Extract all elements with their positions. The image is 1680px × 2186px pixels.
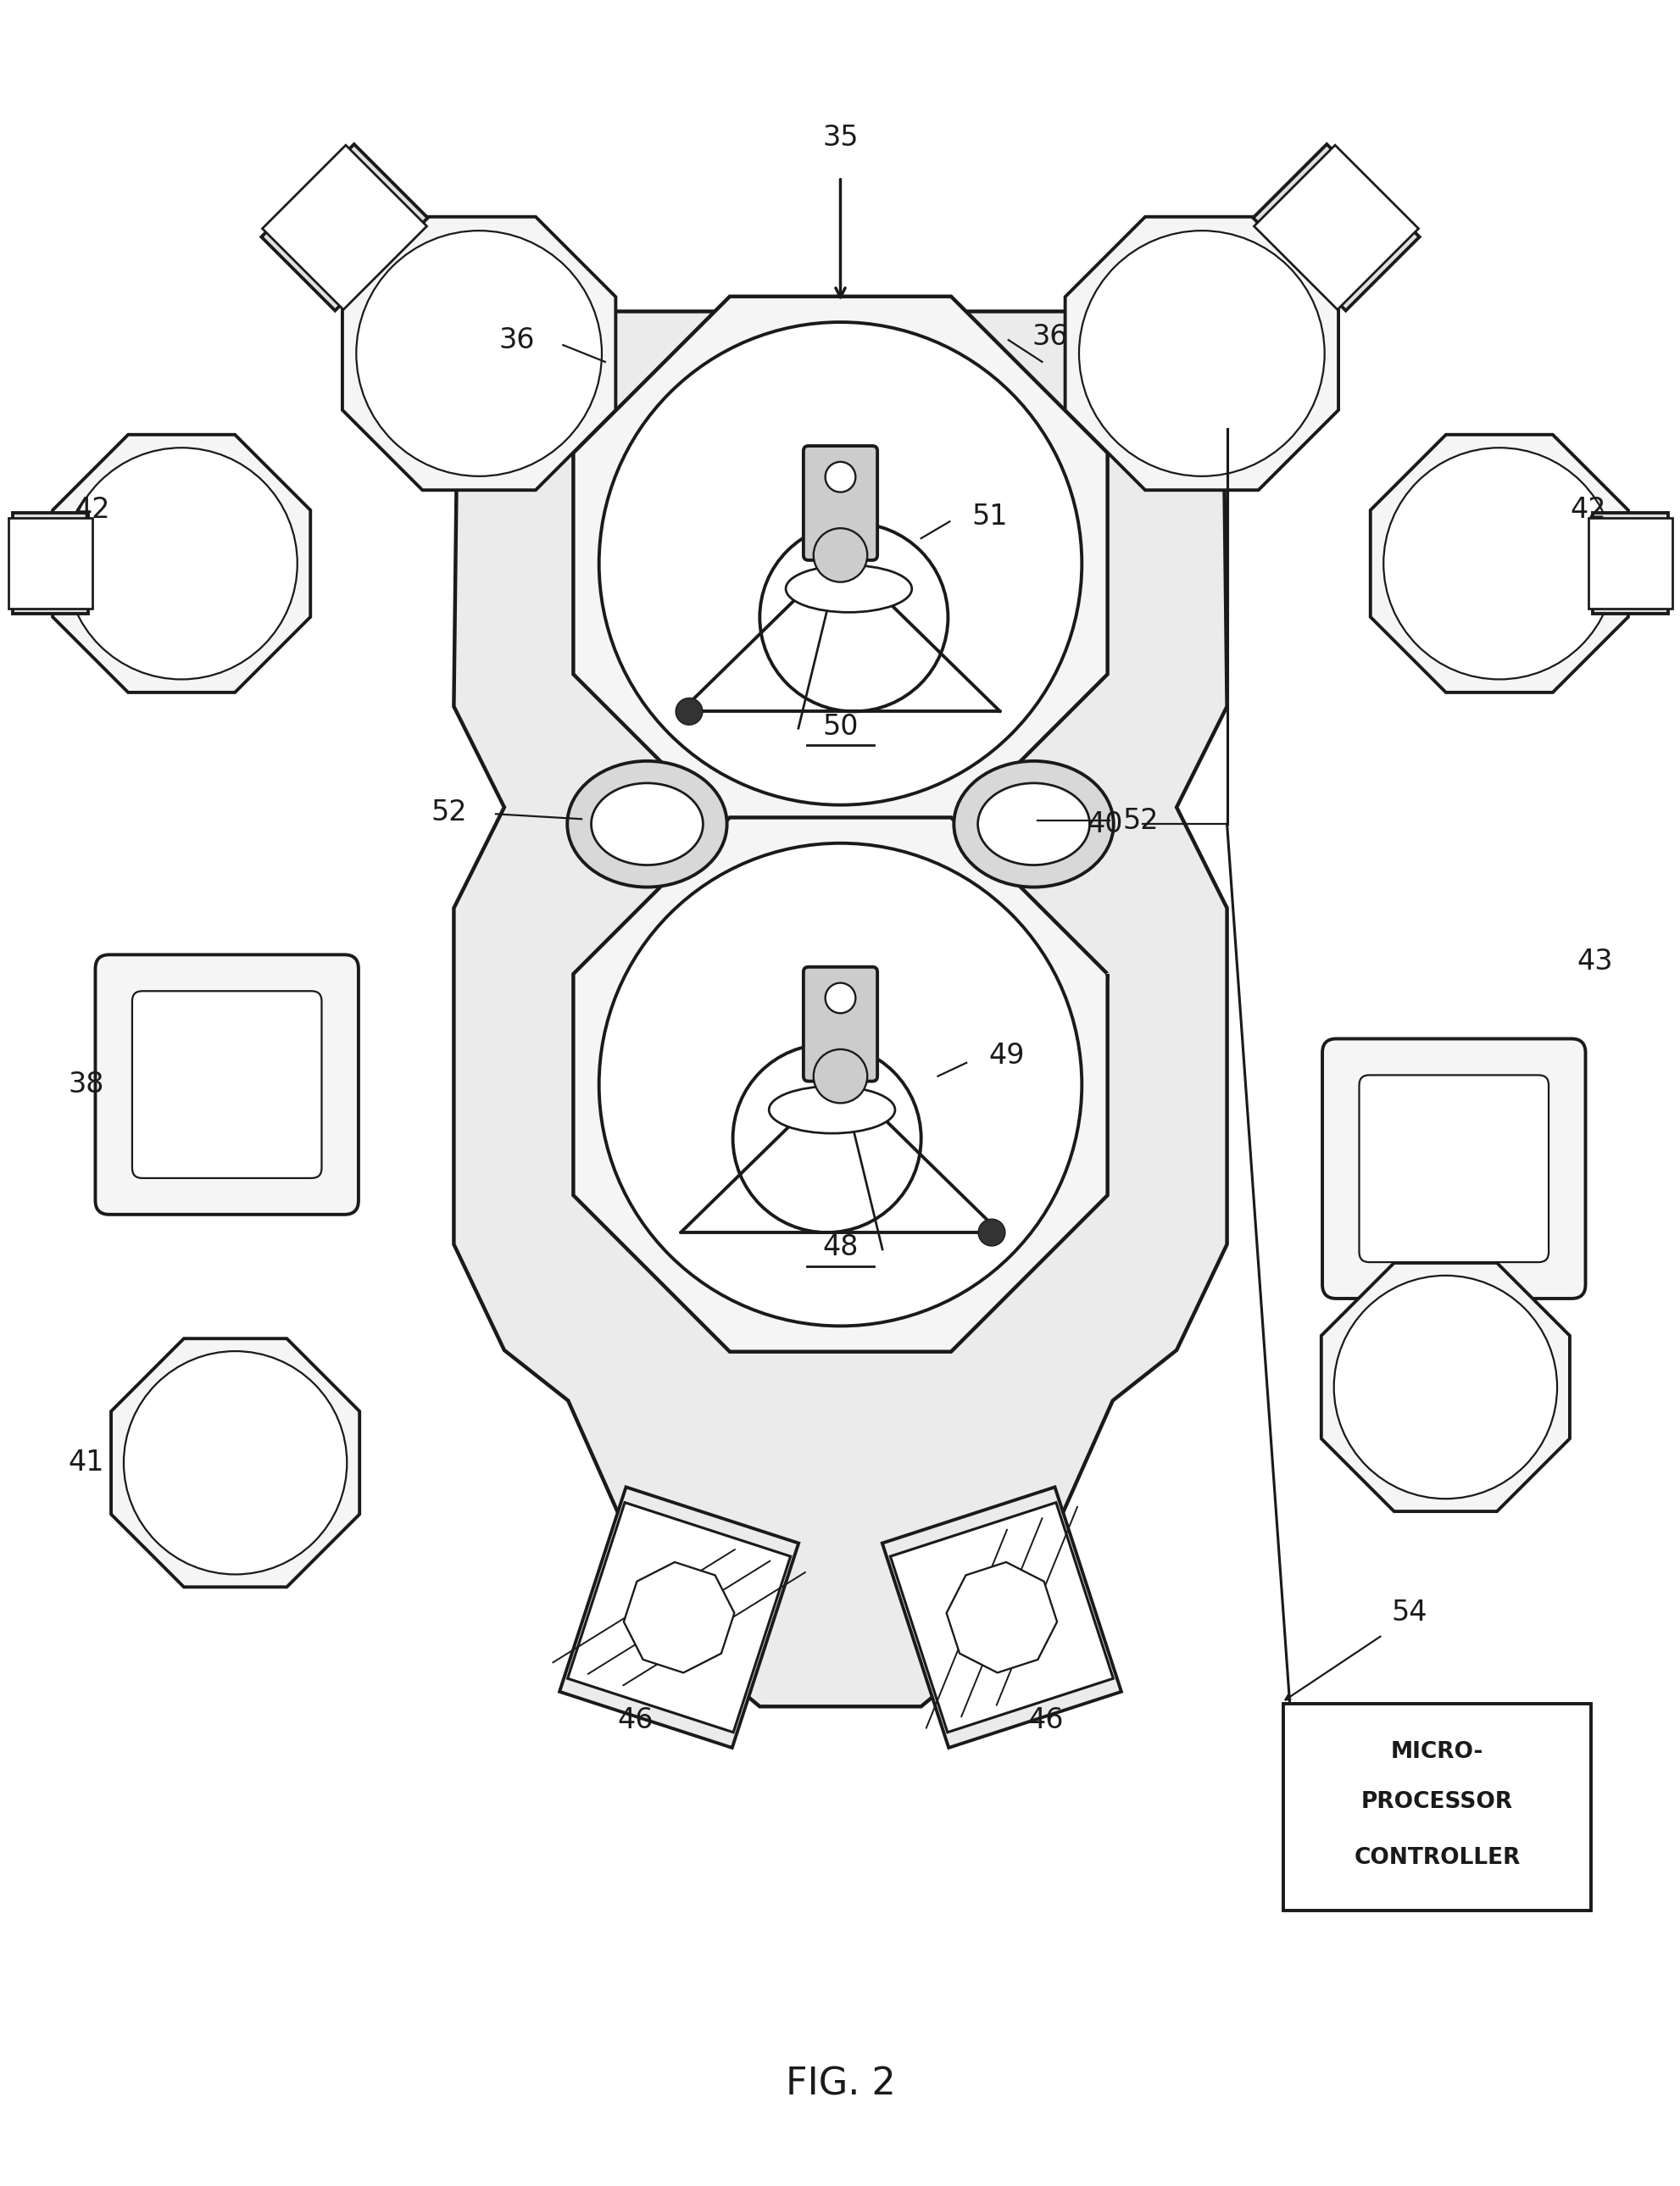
Circle shape [1334,1277,1556,1500]
Text: CONTROLLER: CONTROLLER [1352,1847,1520,1869]
Ellipse shape [978,783,1089,866]
Circle shape [825,461,855,492]
Text: 42: 42 [1569,496,1606,525]
Circle shape [732,1045,921,1233]
Text: 42: 42 [74,496,111,525]
Polygon shape [1065,216,1337,490]
Circle shape [813,1049,867,1104]
Text: 36: 36 [499,326,534,354]
Text: 46: 46 [1026,1707,1063,1733]
Polygon shape [1320,1264,1569,1511]
Polygon shape [559,1486,798,1749]
Text: 49: 49 [988,1043,1023,1069]
Polygon shape [1369,435,1628,693]
Polygon shape [573,297,1107,831]
Circle shape [759,522,948,710]
Polygon shape [343,216,615,490]
Ellipse shape [769,1086,895,1132]
FancyBboxPatch shape [803,446,877,560]
Text: MICRO-: MICRO- [1389,1740,1483,1762]
Polygon shape [1253,144,1418,310]
FancyBboxPatch shape [133,990,321,1178]
Ellipse shape [591,783,702,866]
Circle shape [1079,232,1324,477]
Text: 51: 51 [971,503,1006,531]
Polygon shape [262,144,427,310]
Circle shape [813,529,867,581]
FancyBboxPatch shape [96,955,358,1215]
Text: 38: 38 [69,1071,104,1100]
Circle shape [356,232,601,477]
FancyBboxPatch shape [1282,1703,1589,1911]
Circle shape [978,1220,1005,1246]
Ellipse shape [568,761,726,888]
Circle shape [124,1351,346,1574]
Polygon shape [882,1486,1121,1749]
Text: 48: 48 [822,1233,858,1261]
Polygon shape [1591,514,1667,614]
Polygon shape [111,1338,360,1587]
Polygon shape [623,1563,734,1672]
Text: 52: 52 [432,798,467,826]
Polygon shape [1253,144,1418,310]
Text: 52: 52 [1122,807,1158,835]
Text: 35: 35 [822,125,858,151]
Polygon shape [52,435,311,693]
Polygon shape [262,144,427,310]
FancyBboxPatch shape [1322,1038,1584,1298]
Polygon shape [573,818,1107,1351]
Ellipse shape [954,761,1112,888]
FancyBboxPatch shape [803,966,877,1082]
Text: 50: 50 [822,713,858,741]
Circle shape [1383,448,1614,680]
Polygon shape [12,514,87,614]
Ellipse shape [785,566,911,612]
Text: PROCESSOR: PROCESSOR [1361,1790,1512,1814]
Text: 46: 46 [617,1707,654,1733]
Text: 41: 41 [69,1449,104,1478]
Polygon shape [946,1563,1057,1672]
FancyBboxPatch shape [1359,1076,1547,1261]
Polygon shape [8,518,92,610]
Circle shape [598,844,1082,1327]
Circle shape [598,321,1082,804]
Polygon shape [568,1502,790,1731]
Text: 43: 43 [1576,949,1611,975]
Polygon shape [1588,518,1672,610]
Polygon shape [454,310,1226,1707]
Circle shape [66,448,297,680]
Polygon shape [890,1502,1112,1731]
Text: 36: 36 [1032,324,1067,350]
Text: FIG. 2: FIG. 2 [785,2066,895,2103]
Text: 40: 40 [1087,811,1122,837]
Circle shape [675,697,702,726]
Circle shape [825,984,855,1012]
Text: 54: 54 [1389,1598,1426,1626]
